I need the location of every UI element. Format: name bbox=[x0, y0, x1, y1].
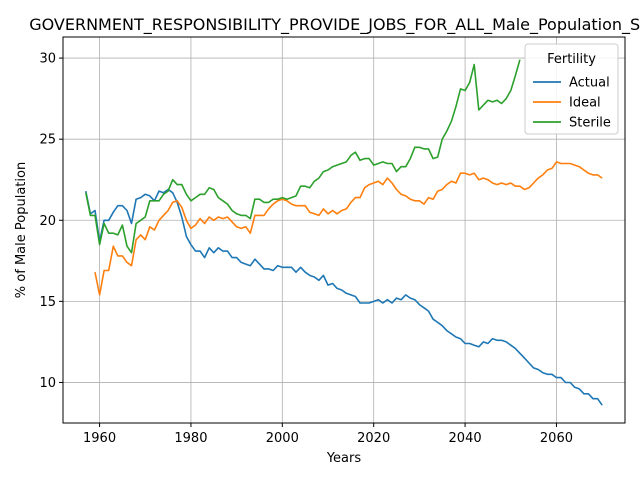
x-axis-label: Years bbox=[326, 451, 362, 466]
x-tick-label: 1980 bbox=[174, 431, 207, 446]
y-tick-label: 10 bbox=[39, 376, 56, 391]
x-tick-label: 2000 bbox=[266, 431, 299, 446]
y-tick-label: 25 bbox=[39, 133, 56, 148]
x-tick-label: 2020 bbox=[357, 431, 390, 446]
x-axis-ticks: 1960 1980 2000 2020 2040 2060 bbox=[83, 423, 573, 446]
y-tick-label: 30 bbox=[39, 52, 56, 67]
series-line-sterile bbox=[86, 60, 520, 253]
legend-label-ideal: Ideal bbox=[569, 96, 601, 111]
y-tick-label: 20 bbox=[39, 214, 56, 229]
legend-label-actual: Actual bbox=[569, 76, 610, 91]
y-axis-label: % of Male Population bbox=[14, 162, 29, 298]
x-tick-label: 1960 bbox=[83, 431, 116, 446]
x-tick-label: 2060 bbox=[540, 431, 573, 446]
x-tick-label: 2040 bbox=[449, 431, 482, 446]
legend: Fertility Actual Ideal Sterile bbox=[525, 44, 618, 134]
series-line-actual bbox=[86, 190, 602, 406]
y-axis-ticks: 10 15 20 25 30 bbox=[39, 52, 63, 391]
legend-title: Fertility bbox=[547, 52, 596, 67]
y-tick-label: 15 bbox=[39, 295, 56, 310]
chart-title: GOVERNMENT_RESPONSIBILITY_PROVIDE_JOBS_F… bbox=[29, 15, 640, 35]
legend-label-sterile: Sterile bbox=[569, 116, 611, 131]
